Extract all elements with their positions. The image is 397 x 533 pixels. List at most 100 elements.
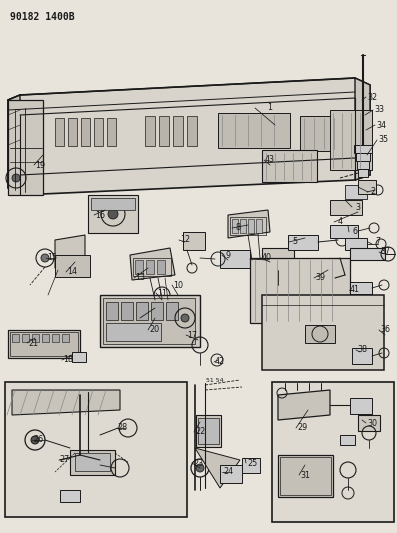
Text: 42: 42 bbox=[215, 358, 225, 367]
Text: 17: 17 bbox=[187, 330, 197, 340]
Bar bbox=[232, 219, 238, 233]
Text: 30: 30 bbox=[367, 418, 377, 427]
Text: 39: 39 bbox=[315, 273, 325, 282]
Bar bbox=[75, 453, 110, 471]
Bar bbox=[280, 457, 331, 495]
Text: 6: 6 bbox=[353, 228, 358, 237]
Bar bbox=[198, 418, 219, 444]
Text: 8: 8 bbox=[235, 223, 241, 232]
Text: 19: 19 bbox=[35, 160, 45, 169]
Bar bbox=[358, 180, 376, 194]
Bar bbox=[107, 118, 116, 146]
Bar bbox=[220, 465, 242, 483]
Polygon shape bbox=[195, 448, 240, 488]
Bar bbox=[230, 217, 266, 235]
Bar bbox=[250, 258, 350, 323]
Text: 5: 5 bbox=[293, 238, 298, 246]
Bar bbox=[32, 334, 39, 342]
Bar bbox=[272, 382, 394, 522]
Bar bbox=[88, 195, 138, 233]
Bar bbox=[358, 415, 380, 431]
Polygon shape bbox=[8, 95, 20, 195]
Text: 32: 32 bbox=[367, 93, 377, 101]
Bar bbox=[146, 260, 154, 274]
Text: 14: 14 bbox=[67, 268, 77, 277]
Bar bbox=[345, 185, 367, 199]
Bar bbox=[100, 295, 200, 347]
Circle shape bbox=[181, 314, 189, 322]
Bar bbox=[70, 450, 115, 475]
Text: 33: 33 bbox=[374, 106, 384, 115]
Text: 38: 38 bbox=[357, 345, 367, 354]
Bar bbox=[55, 255, 90, 277]
Bar bbox=[133, 258, 171, 276]
Text: 26: 26 bbox=[33, 435, 43, 445]
Circle shape bbox=[196, 464, 204, 472]
Bar bbox=[354, 145, 372, 153]
Text: 3: 3 bbox=[355, 203, 360, 212]
Bar bbox=[173, 116, 183, 146]
Text: 12: 12 bbox=[180, 236, 190, 245]
Bar bbox=[42, 334, 49, 342]
Text: 20: 20 bbox=[149, 326, 159, 335]
Bar bbox=[262, 248, 294, 270]
Bar bbox=[12, 334, 19, 342]
Bar bbox=[121, 302, 133, 320]
Bar bbox=[352, 348, 372, 364]
Text: 15: 15 bbox=[47, 254, 57, 262]
Polygon shape bbox=[278, 390, 330, 420]
Bar bbox=[10, 332, 78, 356]
Bar bbox=[256, 219, 262, 233]
Bar bbox=[94, 118, 103, 146]
Bar bbox=[220, 250, 250, 268]
Bar bbox=[91, 198, 135, 210]
Bar bbox=[240, 219, 246, 233]
Bar bbox=[166, 302, 178, 320]
Bar bbox=[330, 110, 372, 170]
Bar bbox=[145, 116, 155, 146]
Bar bbox=[356, 153, 370, 161]
Bar bbox=[218, 113, 290, 148]
Text: 9: 9 bbox=[225, 251, 231, 260]
Bar bbox=[72, 352, 86, 362]
Bar bbox=[159, 116, 169, 146]
Bar bbox=[8, 100, 43, 195]
Bar bbox=[262, 150, 317, 182]
Text: 28: 28 bbox=[117, 424, 127, 432]
Text: 10: 10 bbox=[173, 280, 183, 289]
Bar bbox=[262, 295, 384, 370]
Bar bbox=[350, 398, 372, 414]
Text: 22: 22 bbox=[195, 427, 205, 437]
Bar bbox=[135, 260, 143, 274]
Text: 35: 35 bbox=[378, 135, 388, 144]
Circle shape bbox=[31, 436, 39, 444]
Circle shape bbox=[12, 174, 20, 182]
Circle shape bbox=[108, 209, 118, 219]
Text: 21: 21 bbox=[28, 338, 38, 348]
Circle shape bbox=[41, 254, 49, 262]
Bar bbox=[106, 302, 118, 320]
Polygon shape bbox=[130, 248, 175, 280]
Bar bbox=[248, 219, 254, 233]
Bar bbox=[358, 169, 368, 177]
Bar bbox=[187, 116, 197, 146]
Bar bbox=[357, 161, 369, 169]
Text: 43: 43 bbox=[265, 156, 275, 165]
Text: 31: 31 bbox=[300, 471, 310, 480]
Bar bbox=[278, 455, 333, 497]
Text: 41: 41 bbox=[350, 286, 360, 295]
Bar bbox=[60, 490, 80, 502]
Text: 36: 36 bbox=[380, 326, 390, 335]
Text: 24: 24 bbox=[223, 467, 233, 477]
Text: 2: 2 bbox=[370, 188, 376, 197]
Text: 11: 11 bbox=[157, 288, 167, 297]
Bar bbox=[350, 248, 385, 260]
Bar bbox=[196, 415, 221, 447]
Bar bbox=[288, 235, 318, 250]
Bar bbox=[330, 225, 358, 238]
Bar bbox=[183, 232, 205, 250]
Text: 27: 27 bbox=[60, 456, 70, 464]
Bar bbox=[62, 334, 69, 342]
Bar bbox=[350, 282, 372, 294]
Text: 1: 1 bbox=[268, 103, 272, 112]
